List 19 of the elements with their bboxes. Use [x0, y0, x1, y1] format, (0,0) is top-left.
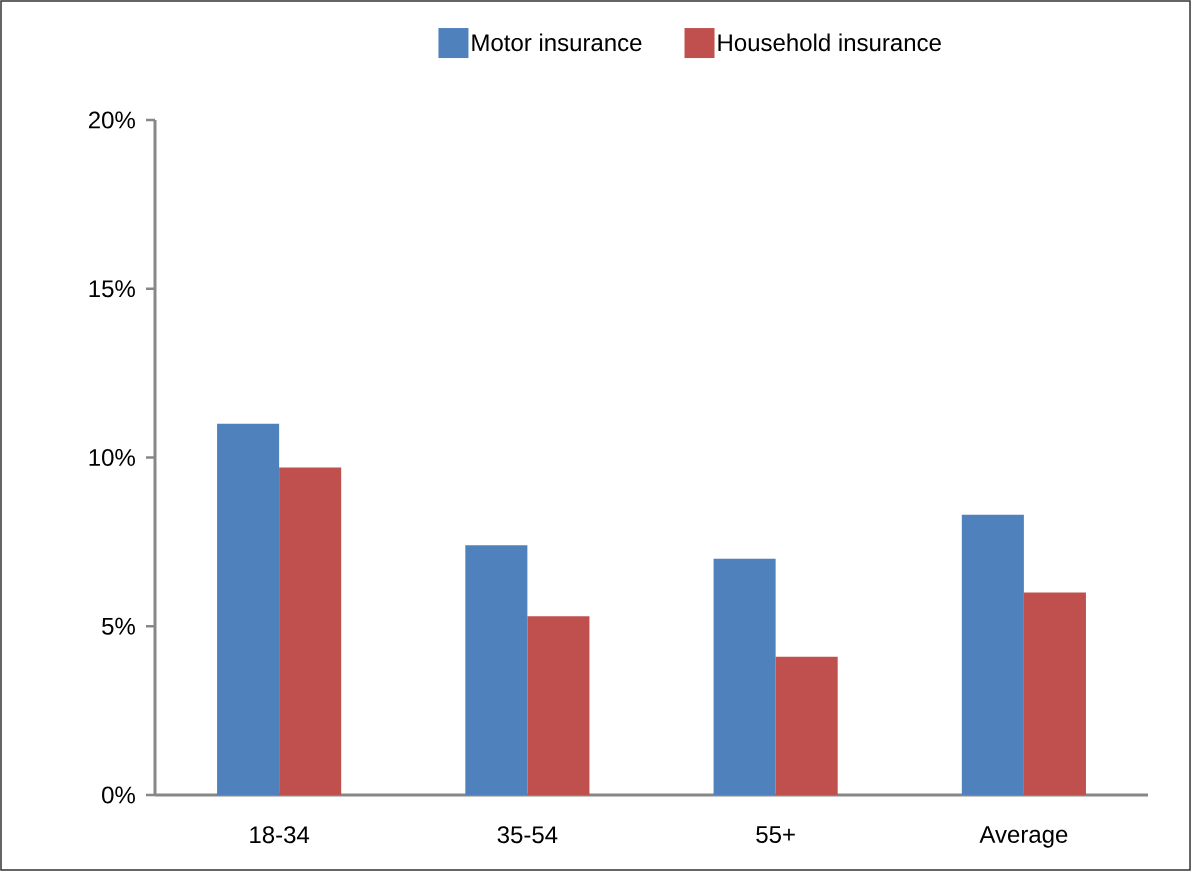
bar — [465, 545, 528, 795]
x-tick-label: 55+ — [756, 826, 795, 843]
legend-label: Motor insurance — [472, 33, 642, 52]
bar — [1023, 592, 1086, 795]
bar — [279, 467, 342, 795]
y-tick-label: 10% — [89, 448, 135, 466]
y-tick-label: 0% — [102, 786, 135, 804]
legend-label: Household insurance — [718, 33, 941, 52]
x-tick-label: 35-54 — [497, 826, 558, 844]
y-tick-label: 20% — [88, 111, 135, 129]
bar — [961, 514, 1024, 795]
bar — [527, 616, 590, 795]
bar — [217, 423, 280, 795]
bar — [713, 558, 776, 795]
y-tick-label: 15% — [89, 280, 135, 298]
y-tick-label: 5% — [102, 617, 135, 635]
x-tick-label: 18-34 — [250, 826, 310, 844]
x-tick-label: Average — [979, 826, 1068, 848]
bar — [775, 656, 838, 795]
